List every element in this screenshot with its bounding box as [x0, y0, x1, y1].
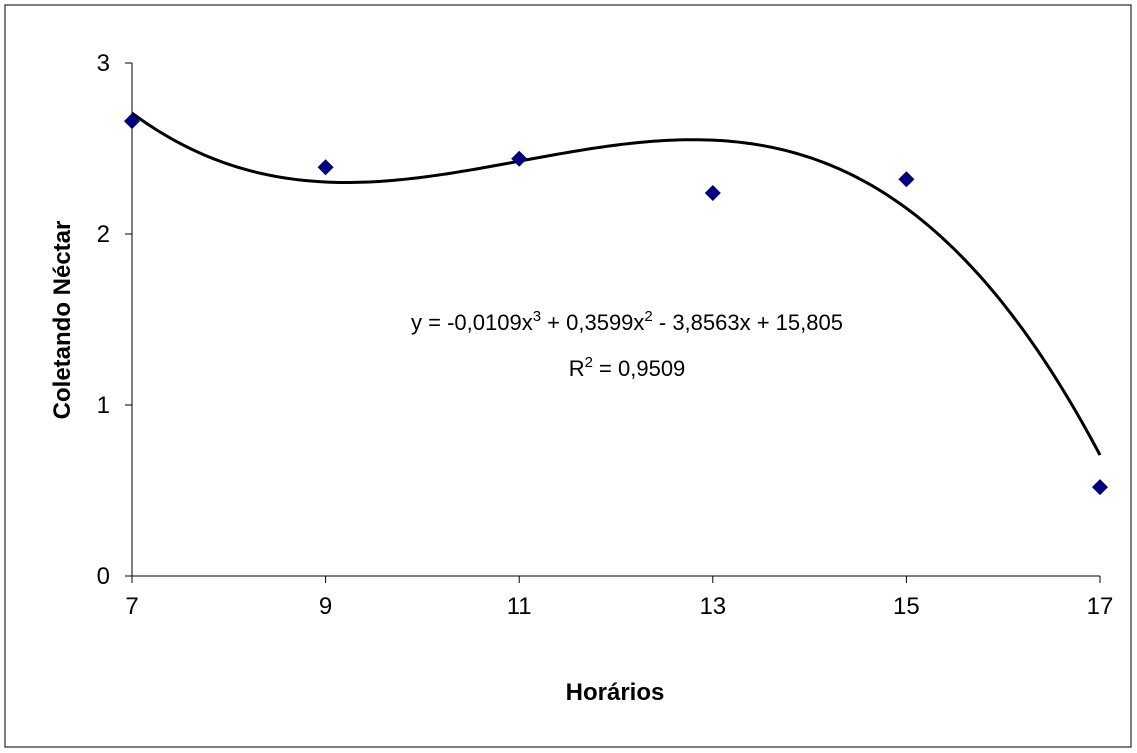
chart-border: [4, 4, 1132, 748]
equation-part: + 0,3599x: [541, 310, 644, 335]
x-tick-label: 7: [125, 593, 138, 620]
equation-part: - 3,8563x + 15,805: [653, 310, 843, 335]
r-squared-superscript: 2: [585, 354, 593, 371]
y-tick-label: 2: [97, 221, 110, 248]
x-tick-label: 15: [893, 593, 920, 620]
x-tick-label: 11: [507, 593, 532, 620]
y-axis-title: Coletando Néctar: [49, 221, 76, 420]
trendline: [131, 111, 1102, 456]
data-point: [898, 171, 915, 188]
data-point: [511, 150, 528, 167]
x-axis-title: Horários: [566, 679, 665, 706]
equation-part: y = -0,0109x: [411, 310, 533, 335]
x-tick-label: 17: [1087, 593, 1114, 620]
equation-superscript: 2: [644, 308, 652, 325]
equation-superscript: 3: [533, 308, 541, 325]
r-squared-part: R: [569, 356, 585, 381]
r-squared: R2 = 0,9509: [569, 354, 686, 381]
data-point: [1092, 479, 1108, 496]
y-tick-label: 0: [97, 563, 110, 590]
y-tick-label: 1: [97, 392, 110, 419]
data-point: [124, 113, 140, 130]
data-point: [704, 184, 721, 201]
r-squared-part: = 0,9509: [593, 356, 685, 381]
x-tick-label: 13: [699, 593, 726, 620]
data-point: [317, 159, 334, 176]
equation: y = -0,0109x3 + 0,3599x2 - 3,8563x + 15,…: [411, 308, 843, 335]
y-tick-label: 3: [97, 50, 110, 77]
x-tick-label: 9: [319, 593, 332, 620]
